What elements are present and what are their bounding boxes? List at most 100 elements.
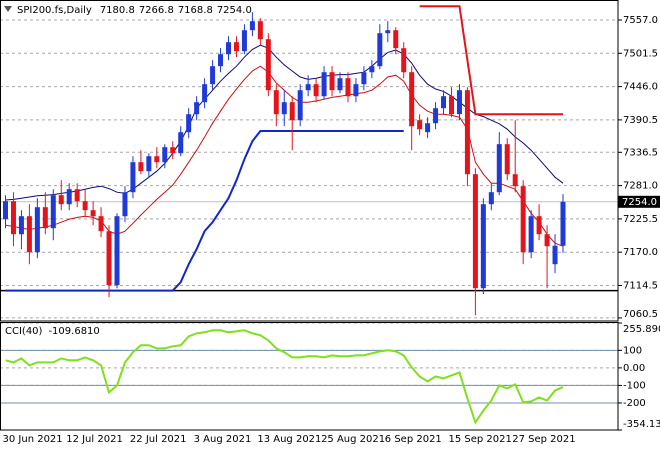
y-tick-label: 255.8902 (623, 324, 660, 335)
x-tick-label: 13 Aug 2021 (257, 434, 321, 445)
candle-body (464, 90, 470, 175)
candle-body (385, 30, 391, 34)
candle-body (226, 42, 231, 55)
x-tick-label: 3 Aug 2021 (194, 434, 252, 445)
candle-body (281, 102, 287, 115)
x-tick-label: 27 Sep 2021 (512, 434, 575, 445)
candle-body (3, 201, 8, 220)
candle-body (50, 195, 56, 229)
candle-body (170, 147, 176, 154)
candle-body (441, 96, 447, 109)
candle-body (393, 30, 399, 49)
y-tick-label: 0.00 (623, 363, 645, 374)
candle-body (98, 216, 104, 232)
candle-body (560, 201, 566, 246)
candle-body (417, 120, 423, 130)
cci-frame (0, 322, 619, 431)
candle-body (210, 66, 216, 85)
x-tick-label: 22 Jul 2021 (130, 434, 187, 445)
candle-body (369, 66, 375, 73)
y-tick-label: 100 (623, 345, 642, 356)
candle-body (202, 84, 208, 103)
candle-body (544, 234, 550, 247)
indicator-line (5, 130, 404, 292)
collapse-icon (4, 6, 12, 12)
x-tick-label: 15 Sep 2021 (449, 434, 512, 445)
candle-body (488, 192, 494, 205)
candle-body (34, 207, 40, 253)
candle-body (329, 72, 335, 91)
y-tick-label: 7446.0 (623, 82, 658, 93)
candle-body (377, 33, 383, 67)
y-tick-label: 7557.0 (623, 15, 658, 26)
cci-current: -109.6810 (48, 326, 99, 337)
x-tick-label: 12 Jul 2021 (66, 434, 123, 445)
candle-body (178, 132, 184, 154)
candle-body (10, 201, 16, 235)
candle-body (74, 189, 80, 202)
candle-body (66, 189, 72, 205)
candle-body (409, 72, 415, 127)
candle-body (114, 216, 120, 286)
candle-body (504, 144, 510, 175)
price-tag-label: 7254.0 (622, 197, 657, 208)
candle-body (82, 201, 88, 211)
y-tick-label: 7336.5 (623, 147, 658, 158)
candle-body (26, 216, 32, 253)
x-tick-label: 6 Sep 2021 (385, 434, 442, 445)
candle-body (361, 72, 367, 85)
plot-layer (0, 5, 618, 431)
candle-body (138, 162, 144, 172)
candle-body (249, 21, 255, 31)
candle-body (472, 174, 478, 289)
price-tag (618, 195, 660, 208)
candle-body (425, 123, 431, 133)
candle-body (512, 174, 518, 187)
candle-body (449, 96, 454, 115)
chart-header: SPI200.fs,Daily 7180.8 7266.8 7168.8 7254.0 (17, 5, 252, 16)
y-tick-label: 7281.0 (623, 181, 658, 192)
ohlc-low: 7168.8 (178, 5, 213, 16)
candle-body (433, 108, 439, 124)
candle-body (194, 102, 200, 115)
y-tick-label: 7501.5 (623, 48, 658, 59)
ohlc-open: 7180.8 (100, 5, 135, 16)
ohlc-high: 7266.8 (139, 5, 174, 16)
candle-body (218, 54, 224, 67)
candle-body (186, 114, 192, 133)
candle-body (273, 90, 279, 115)
indicator-line (419, 5, 563, 116)
candle-body (146, 156, 152, 172)
y-tick-label: 7170.0 (623, 247, 658, 258)
candle-body (162, 147, 168, 163)
candle-body (122, 192, 128, 217)
candle-body (106, 231, 112, 286)
candle-body (154, 156, 160, 163)
candle-body (42, 207, 48, 229)
candle-body (528, 216, 534, 253)
candle-body (130, 162, 136, 193)
candle-body (241, 30, 247, 52)
x-tick-label: 30 Jun 2021 (3, 434, 63, 445)
y-tick-label: 7390.5 (623, 115, 658, 126)
candle-body (401, 48, 407, 73)
candle-body (353, 84, 359, 97)
candle-body (58, 195, 64, 205)
ohlc-close: 7254.0 (217, 5, 252, 16)
y-tick-label: 7060.5 (623, 309, 658, 320)
candle-body (289, 102, 295, 121)
candle-body (297, 90, 303, 121)
candle-body (536, 216, 542, 235)
candle-body (456, 90, 462, 115)
candle-body (233, 42, 239, 52)
candle-body (321, 72, 327, 97)
candle-body (496, 144, 502, 193)
cci-line (5, 329, 564, 425)
x-tick-label: 25 Aug 2021 (321, 434, 385, 445)
y-tick-label: 7114.5 (623, 281, 658, 292)
cci-title: CCI(40) (5, 326, 43, 337)
candle-body (257, 21, 263, 40)
y-tick-label: -354.135 (623, 419, 660, 430)
